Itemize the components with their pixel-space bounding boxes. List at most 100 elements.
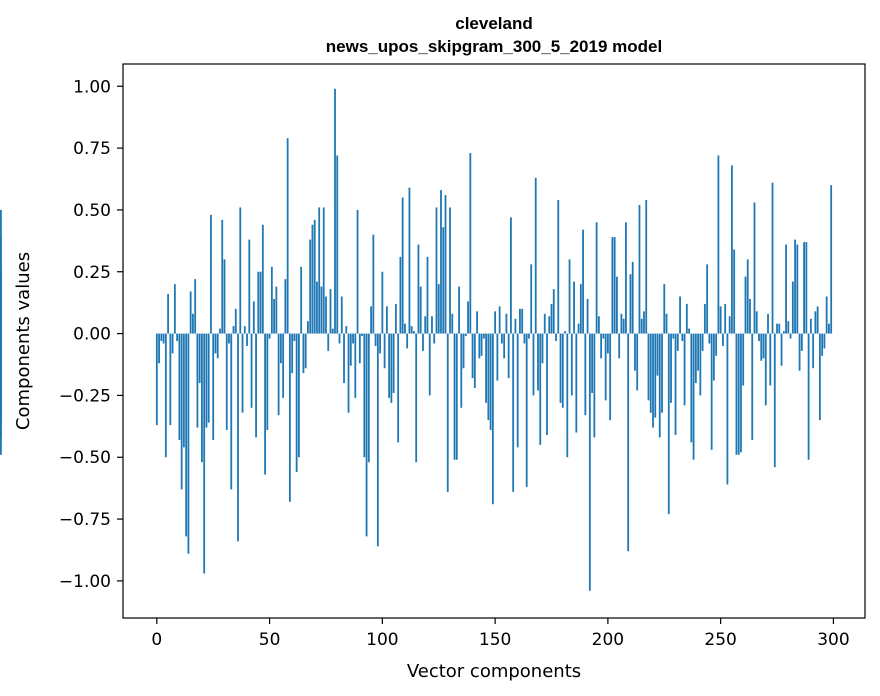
bar-285 — [798, 333, 801, 371]
bar-296 — [823, 333, 826, 349]
bar-208 — [625, 222, 627, 334]
bar-14 — [187, 333, 190, 554]
bar-140 — [471, 333, 474, 379]
bar-294 — [818, 333, 821, 421]
bar-198 — [602, 333, 605, 339]
bar-172 — [543, 313, 546, 334]
bar-196 — [597, 316, 600, 334]
bar-114 — [413, 331, 415, 334]
y-tick-label: 1.00 — [73, 77, 111, 97]
bar-98 — [376, 333, 379, 547]
bar-241 — [699, 333, 702, 396]
bar-94 — [367, 333, 370, 463]
bar-129 — [446, 333, 449, 492]
bar-65 — [302, 333, 305, 374]
bar-215 — [640, 318, 643, 334]
bar-152 — [498, 306, 501, 334]
bar-185 — [573, 281, 575, 334]
bar-255 — [731, 165, 733, 334]
bar-217 — [645, 200, 648, 334]
bar-12 — [182, 333, 185, 448]
bar-53 — [275, 286, 278, 334]
bar-5 — [167, 294, 169, 334]
bar-290 — [809, 318, 812, 334]
bar-55 — [279, 333, 282, 364]
bar-168 — [534, 177, 537, 334]
bar-234 — [683, 333, 686, 406]
bar-25 — [212, 333, 215, 440]
bar-86 — [349, 333, 352, 366]
bar-50 — [268, 333, 271, 339]
plot-frame — [122, 63, 866, 619]
bar-6 — [169, 333, 172, 426]
bar-142 — [476, 311, 478, 334]
bar-2 — [160, 333, 163, 341]
bar-295 — [821, 333, 824, 356]
bar-249 — [717, 155, 720, 334]
y-tick-label: −1.00 — [59, 572, 111, 592]
bar-149 — [491, 333, 494, 505]
bar-210 — [629, 274, 632, 334]
bar-207 — [622, 318, 625, 334]
bar-154 — [503, 333, 506, 359]
bar-268 — [760, 333, 763, 361]
bar-7 — [171, 333, 174, 354]
bar-32 — [228, 333, 230, 344]
bar-284 — [796, 244, 799, 334]
bar-19 — [198, 333, 201, 384]
bar-248 — [715, 333, 718, 356]
bar-160 — [516, 333, 519, 448]
bar-239 — [694, 333, 697, 384]
bar-69 — [311, 224, 314, 334]
bar-291 — [812, 333, 815, 369]
bar-30 — [223, 259, 226, 334]
bar-72 — [318, 207, 321, 334]
bar-298 — [828, 323, 830, 334]
bar-174 — [548, 316, 551, 334]
bar-240 — [697, 333, 699, 371]
bar-59 — [288, 333, 291, 502]
bar-62 — [295, 333, 298, 473]
bar-132 — [453, 333, 456, 460]
bar-120 — [426, 256, 429, 334]
bar-35 — [234, 308, 237, 334]
bar-125 — [437, 284, 440, 334]
bar-138 — [467, 301, 469, 334]
bar-24 — [210, 214, 212, 334]
y-axis-label: Components values — [13, 252, 34, 430]
bar-47 — [261, 224, 264, 334]
bar-159 — [514, 318, 517, 334]
bar-112 — [408, 187, 411, 334]
bar-108 — [399, 256, 402, 334]
bar-264 — [751, 333, 754, 440]
bar-54 — [277, 333, 280, 416]
y-axis: 1.00 0.75 0.50 0.25 0.00 −0.25 −0.50 −0.75 −1.00 — [59, 77, 123, 592]
bar-247 — [712, 333, 715, 381]
bar-41 — [248, 239, 251, 334]
bar-204 — [616, 276, 618, 334]
bar-4 — [164, 333, 167, 458]
bar-251 — [722, 333, 724, 346]
bar-115 — [415, 333, 418, 463]
bar-232 — [679, 296, 681, 334]
bar-16 — [192, 313, 194, 334]
bar-155 — [505, 313, 508, 334]
bar-21 — [203, 333, 206, 574]
bar-211 — [631, 261, 634, 334]
bar-1 — [158, 333, 160, 364]
bar-254 — [728, 316, 731, 334]
bar-136 — [462, 333, 465, 369]
bar-52 — [273, 298, 275, 334]
bar-229 — [672, 333, 675, 339]
bar-105 — [392, 333, 395, 393]
bar-130 — [449, 207, 451, 334]
x-tick-label: 300 — [817, 630, 849, 650]
bar-212 — [634, 333, 636, 371]
bar-123 — [433, 333, 436, 344]
bar-60 — [291, 333, 294, 374]
bar-156 — [507, 333, 510, 379]
bar-194 — [593, 333, 596, 438]
bar-186 — [575, 333, 578, 433]
bar-263 — [749, 298, 751, 334]
